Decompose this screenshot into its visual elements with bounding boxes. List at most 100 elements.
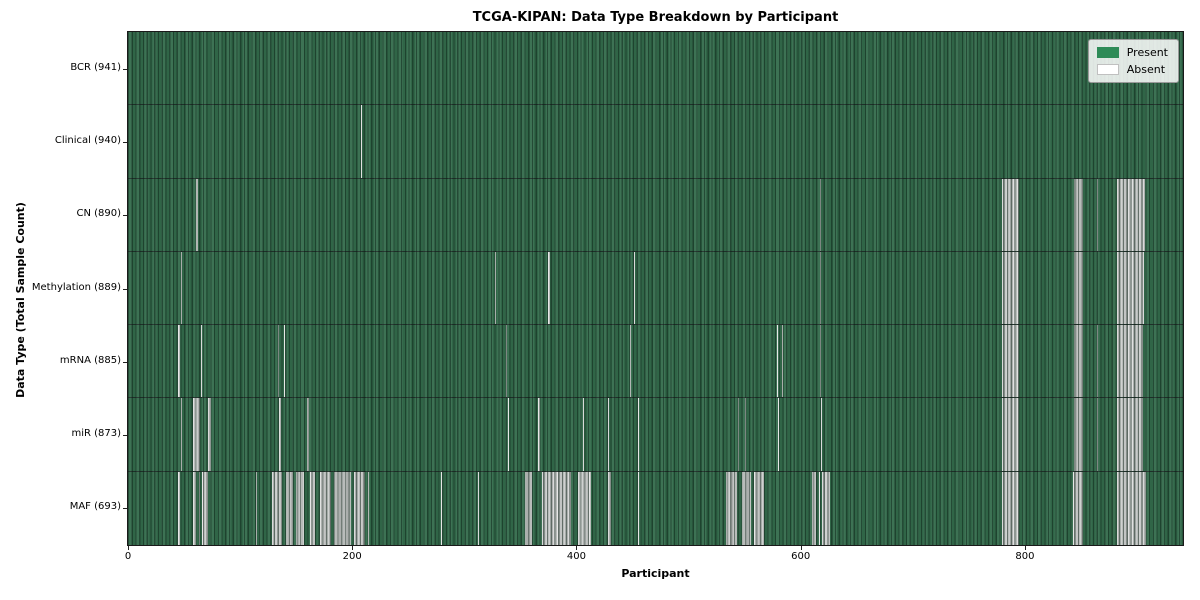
y-tick-label-methylation: Methylation (889) [31, 281, 121, 293]
heatmap-row-bcr [128, 32, 1183, 106]
absent-stripe [630, 325, 632, 398]
absent-stripe [296, 471, 305, 545]
absent-stripe [193, 471, 197, 545]
absent-stripe [607, 471, 612, 545]
absent-stripe [753, 471, 764, 545]
absent-stripe [1074, 325, 1084, 398]
absent-stripe [1002, 325, 1020, 398]
absent-stripe [1116, 398, 1143, 471]
absent-stripe [1116, 251, 1144, 325]
absent-stripe [1073, 471, 1084, 545]
absent-stripe [271, 471, 282, 545]
absent-stripe [1074, 398, 1084, 471]
absent-stripe [193, 398, 200, 471]
absent-stripe [638, 398, 640, 471]
legend: Present Absent [1087, 39, 1179, 83]
absent-stripe [207, 398, 211, 471]
x-tick-mark [1024, 546, 1026, 550]
absent-stripe [819, 178, 821, 251]
absent-stripe [1116, 325, 1143, 398]
absent-stripe [1116, 178, 1145, 251]
y-tick-label-mir: miR (873) [71, 428, 121, 440]
absent-stripe [494, 251, 496, 325]
absent-stripe [1002, 178, 1020, 251]
absent-stripe [548, 251, 550, 325]
y-tick-mark [123, 288, 127, 290]
heatmap-row-cn [128, 178, 1183, 252]
absent-stripe [180, 398, 182, 471]
legend-label-present: Present [1126, 46, 1168, 59]
absent-stripe [200, 325, 203, 398]
absent-stripe [1096, 325, 1098, 398]
y-tick-label-cn: CN (890) [76, 208, 121, 220]
absent-stripe [638, 471, 640, 545]
y-tick-mark [123, 68, 127, 70]
absent-stripe [477, 471, 479, 545]
absent-stripe [818, 471, 820, 545]
x-tick-mark [576, 546, 578, 550]
x-tick-mark [352, 546, 354, 550]
absent-stripe [283, 325, 286, 398]
plot-area: Present Absent [127, 31, 1184, 546]
heatmap-row-maf [128, 471, 1183, 545]
x-tick-label-600: 600 [791, 551, 811, 562]
legend-item-present: Present [1096, 46, 1168, 59]
y-tick-mark [123, 141, 127, 143]
chart-title: TCGA-KIPAN: Data Type Breakdown by Parti… [472, 10, 839, 25]
absent-stripe [811, 471, 817, 545]
heatmap-row-mir [128, 398, 1183, 472]
absent-stripe [541, 471, 571, 545]
legend-label-absent: Absent [1126, 63, 1166, 76]
absent-stripe [279, 398, 281, 471]
absent-stripe [1096, 398, 1098, 471]
y-tick-label-mrna: mRNA (885) [59, 354, 121, 366]
absent-stripe [354, 471, 365, 545]
absent-stripe [577, 471, 592, 545]
absent-stripe [361, 105, 363, 178]
absent-stripe [725, 471, 737, 545]
x-axis-title: Participant [621, 567, 690, 580]
absent-stripe [538, 398, 540, 471]
y-tick-mark [123, 435, 127, 437]
y-tick-mark [123, 215, 127, 217]
y-tick-label-maf: MAF (693) [69, 501, 121, 513]
x-tick-mark [128, 546, 129, 550]
absent-stripe [778, 398, 780, 471]
present-swatch [1096, 47, 1119, 58]
absent-stripe [367, 471, 370, 545]
absent-stripe [821, 471, 830, 545]
y-tick-mark [123, 508, 127, 510]
absent-stripe [1002, 251, 1020, 325]
absent-stripe [196, 178, 198, 251]
heatmap-row-clinical [128, 105, 1183, 179]
absent-stripe [198, 471, 200, 545]
absent-stripe [737, 398, 740, 471]
x-tick-label-800: 800 [1015, 551, 1035, 562]
absent-stripe [180, 251, 182, 325]
absent-stripe [319, 471, 331, 545]
absent-stripe [307, 398, 309, 471]
absent-stripe [1074, 251, 1084, 325]
heatmap-row-mrna [128, 325, 1183, 399]
absent-stripe [178, 471, 180, 545]
absent-stripe [633, 251, 635, 325]
x-tick-label-0: 0 [124, 551, 132, 562]
absent-stripe [1096, 178, 1098, 251]
absent-stripe [742, 471, 752, 545]
absent-stripe [524, 471, 532, 545]
absent-stripe [278, 325, 280, 398]
y-tick-label-bcr: BCR (941) [70, 61, 121, 73]
absent-stripe [505, 325, 507, 398]
absent-stripe [819, 325, 821, 398]
absent-stripe [819, 251, 821, 325]
y-tick-label-clinical: Clinical (940) [54, 134, 121, 146]
absent-stripe [286, 471, 293, 545]
absent-stripe [1002, 398, 1020, 471]
absent-stripe [1074, 178, 1084, 251]
absent-stripe [781, 325, 783, 398]
legend-item-absent: Absent [1096, 63, 1168, 76]
y-tick-mark [123, 361, 127, 363]
absent-stripe [1002, 471, 1020, 545]
absent-stripe [178, 325, 180, 398]
absent-stripe [583, 398, 585, 471]
